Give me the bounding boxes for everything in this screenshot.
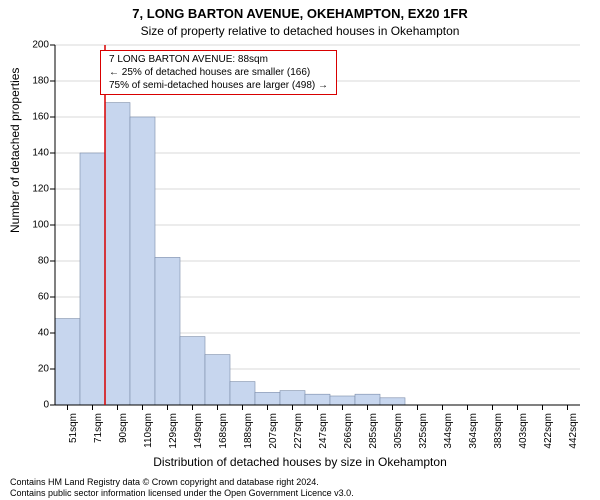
histogram-svg (55, 45, 580, 405)
infobox-line: 7 LONG BARTON AVENUE: 88sqm (109, 53, 328, 66)
y-tick-label: 120 (25, 184, 49, 195)
infobox-line: ← 25% of detached houses are smaller (16… (109, 66, 328, 79)
footer-attribution: Contains HM Land Registry data © Crown c… (10, 477, 590, 498)
y-tick-label: 20 (25, 364, 49, 375)
y-tick-label: 200 (25, 40, 49, 51)
infobox-line: 75% of semi-detached houses are larger (… (109, 79, 328, 92)
property-infobox: 7 LONG BARTON AVENUE: 88sqm ← 25% of det… (100, 50, 337, 95)
histogram-plot (55, 45, 580, 405)
y-axis-label: Number of detached properties (8, 68, 22, 233)
y-tick-label: 80 (25, 256, 49, 267)
page-subtitle: Size of property relative to detached ho… (0, 24, 600, 38)
y-tick-label: 60 (25, 292, 49, 303)
y-tick-label: 160 (25, 112, 49, 123)
y-tick-label: 100 (25, 220, 49, 231)
page-title: 7, LONG BARTON AVENUE, OKEHAMPTON, EX20 … (0, 6, 600, 21)
y-tick-label: 0 (25, 400, 49, 411)
y-tick-label: 140 (25, 148, 49, 159)
y-tick-label: 40 (25, 328, 49, 339)
footer-line: Contains HM Land Registry data © Crown c… (10, 477, 590, 487)
x-axis-label: Distribution of detached houses by size … (0, 455, 600, 469)
footer-line: Contains public sector information licen… (10, 488, 590, 498)
y-tick-label: 180 (25, 76, 49, 87)
